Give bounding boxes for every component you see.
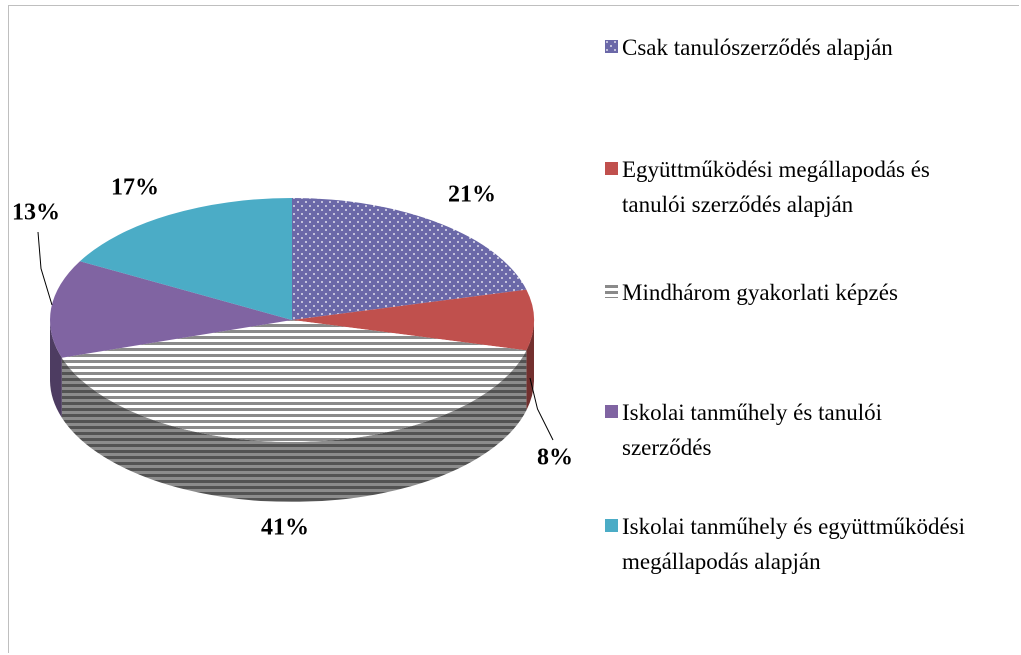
leader-line	[529, 377, 554, 441]
leader-line	[37, 231, 53, 306]
data-label: 17%	[111, 175, 159, 201]
legend-item: Csak tanulószerződés alapján	[605, 30, 893, 65]
data-label: 8%	[537, 445, 573, 471]
legend-label: Mindhárom gyakorlati képzés	[622, 280, 898, 305]
legend-marker	[605, 162, 618, 175]
pie-slice	[79, 198, 293, 320]
legend-marker	[605, 285, 618, 298]
pie-slice	[61, 320, 527, 442]
legend-label: Együttműködési megállapodás és tanulói s…	[622, 157, 930, 217]
legend-item: Iskolai tanműhely és tanulói szerződés	[605, 395, 975, 465]
slice-side	[61, 350, 527, 502]
chart: 21% 8% 41% 13% 17%	[12, 175, 573, 541]
legend-label: Iskolai tanműhely és tanulói szerződés	[622, 400, 882, 460]
pie-slice	[292, 198, 527, 320]
legend-item: Iskolai tanműhely és együttműködési megá…	[605, 509, 975, 579]
legend-marker	[605, 405, 618, 418]
legend-marker	[605, 519, 618, 532]
data-label: 21%	[448, 182, 496, 208]
slice-side	[50, 320, 62, 418]
chart-frame	[8, 5, 1019, 653]
legend-label: Iskolai tanműhely és együttműködési megá…	[622, 514, 966, 574]
legend-item: Együttműködési megállapodás és tanulói s…	[605, 152, 975, 222]
legend-marker	[605, 40, 618, 53]
legend-item: Mindhárom gyakorlati képzés	[605, 275, 898, 310]
legend-label: Csak tanulószerződés alapján	[622, 35, 893, 60]
data-label: 13%	[12, 200, 60, 226]
pie-slice	[292, 289, 534, 351]
pie-slice	[49, 261, 292, 358]
data-label: 41%	[261, 515, 309, 541]
